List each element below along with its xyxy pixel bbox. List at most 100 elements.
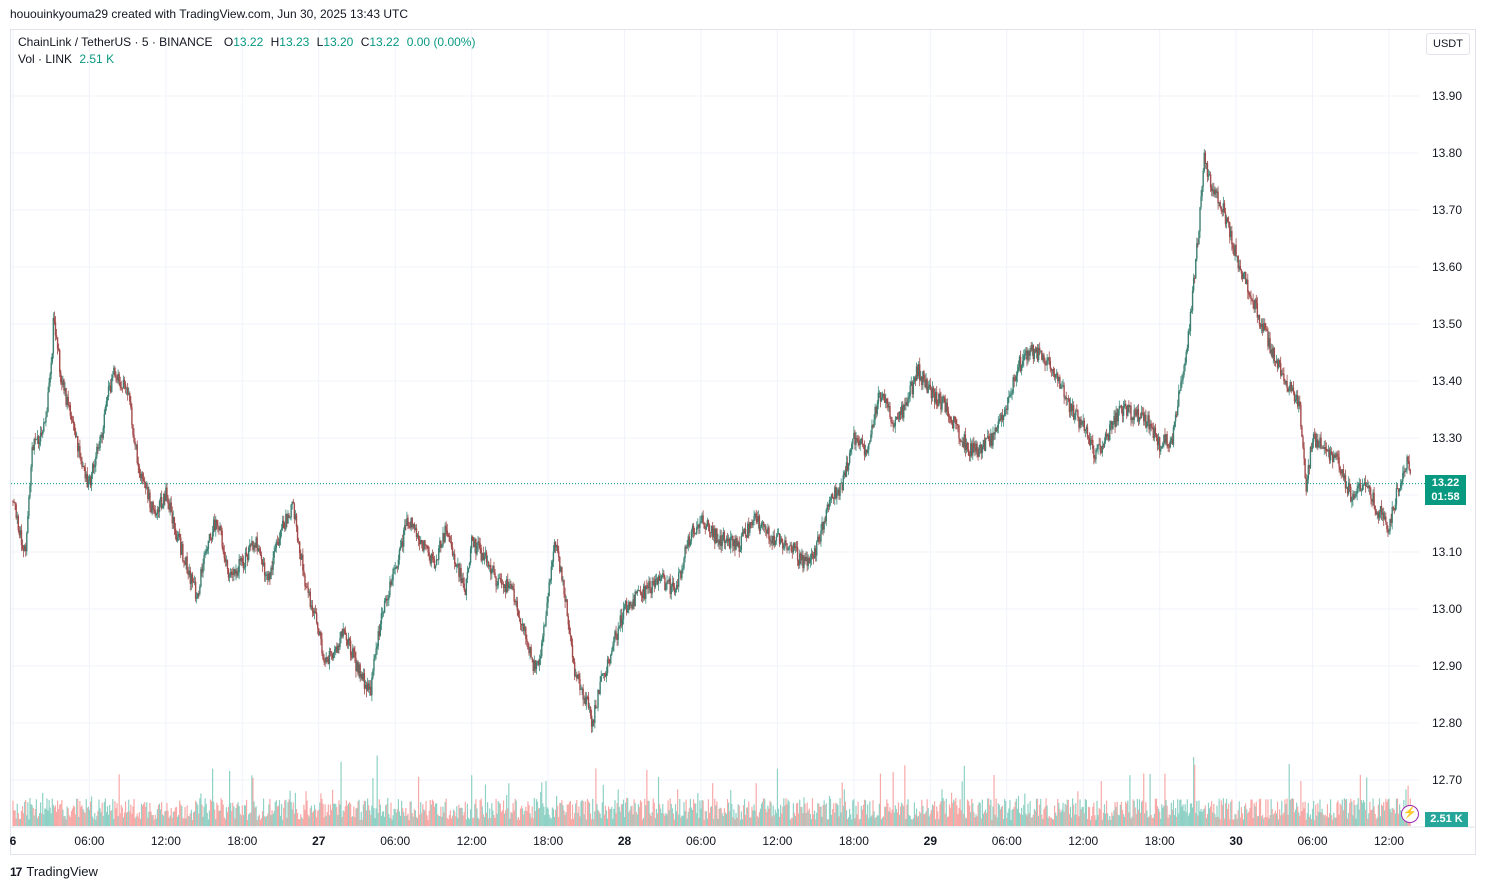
volume-bar	[622, 799, 625, 826]
candle-body	[70, 415, 73, 420]
currency-button[interactable]: USDT	[1426, 33, 1470, 55]
candle-body	[115, 376, 117, 378]
candle-body	[1162, 443, 1164, 447]
tradingview-logo[interactable]: 17 TradingView	[10, 864, 98, 879]
volume-bar	[940, 801, 942, 826]
candle-body	[835, 487, 837, 499]
volume-bar	[765, 808, 767, 826]
candle-body	[1378, 511, 1381, 518]
volume-bar	[616, 802, 618, 826]
candle-body	[654, 579, 657, 587]
volume-bar	[872, 800, 874, 826]
volume-bar	[308, 816, 310, 826]
volume-bar	[207, 819, 209, 826]
candle-body	[429, 555, 431, 564]
candle-body	[817, 536, 819, 542]
candle-body	[801, 554, 803, 561]
volume-bar	[1006, 818, 1008, 826]
candle-body	[650, 588, 652, 594]
candle-body	[1332, 454, 1334, 463]
candle-body	[278, 539, 281, 546]
candle-body	[338, 645, 340, 648]
candle-body	[708, 525, 711, 533]
volume-bar	[403, 811, 405, 826]
candle-body	[55, 335, 58, 338]
candle-body	[596, 707, 598, 709]
candle-body	[222, 546, 224, 552]
candle-body	[214, 519, 216, 531]
candle-body	[1256, 303, 1259, 318]
volume-bar	[582, 801, 584, 826]
candle-body	[430, 554, 433, 564]
volume-bar	[852, 800, 854, 826]
candle-body	[1224, 212, 1227, 224]
volume-bar	[969, 805, 971, 826]
candle-body	[541, 642, 543, 657]
volume-bar	[719, 807, 721, 826]
candle-body	[1398, 488, 1401, 492]
volume-bar	[517, 817, 519, 826]
volume-bar	[945, 798, 947, 826]
volume-bar	[1195, 812, 1197, 826]
candle-body	[335, 646, 337, 650]
volume-bar	[1072, 798, 1074, 826]
candle-body	[1152, 427, 1154, 438]
candle-body	[63, 379, 65, 391]
candle-body	[780, 538, 783, 543]
candle-body	[1236, 255, 1238, 257]
volume-bar	[701, 800, 703, 826]
volume-bar	[677, 789, 679, 826]
candle-body	[13, 502, 15, 503]
volume-bar	[705, 811, 707, 826]
volume-bar	[514, 798, 516, 826]
candle-body	[1276, 360, 1279, 368]
volume-bar	[874, 818, 876, 826]
candle-body	[519, 618, 522, 624]
volume-bar	[851, 819, 853, 826]
volume-bar	[807, 810, 809, 826]
candle-body	[1158, 437, 1161, 452]
volume-bar	[543, 806, 545, 826]
volume-bar	[1094, 815, 1096, 826]
volume-bar	[998, 804, 1000, 826]
volume-bar	[498, 802, 500, 826]
candle-body	[197, 593, 199, 598]
volume-bar	[584, 801, 586, 826]
volume-bar	[1206, 814, 1209, 826]
candle-body	[342, 629, 344, 637]
volume-bar	[255, 806, 257, 826]
volume-bar	[50, 813, 52, 826]
candle-body	[1343, 475, 1346, 479]
volume-bar	[471, 775, 473, 826]
candle-body	[188, 570, 190, 575]
candle-body	[530, 646, 532, 658]
volume-bar	[868, 818, 870, 826]
candle-body	[856, 438, 858, 439]
candle-body	[883, 394, 886, 403]
volume-bar	[585, 819, 587, 826]
candle-body	[1079, 419, 1081, 428]
volume-bar	[912, 818, 914, 826]
volume-bar	[1131, 816, 1133, 826]
lightning-icon[interactable]: ⚡	[1401, 805, 1419, 823]
candle-body	[1266, 329, 1268, 332]
candle-body	[771, 540, 773, 544]
candle-body	[409, 527, 411, 528]
candle-body	[764, 525, 766, 527]
candle-body	[714, 528, 716, 544]
volume-bar	[1000, 806, 1003, 826]
volume-bar	[747, 807, 749, 826]
candle-body	[1124, 403, 1127, 406]
volume-bar	[1186, 799, 1188, 826]
volume-bar	[961, 781, 963, 826]
volume-bar	[412, 816, 414, 826]
volume-bar	[990, 799, 992, 826]
open-label: O	[223, 35, 234, 49]
volume-bar	[636, 814, 638, 826]
candle-body	[78, 446, 80, 452]
volume-bar	[142, 803, 145, 826]
volume-bar	[795, 803, 798, 826]
volume-bar	[1125, 801, 1127, 826]
candle-body	[639, 590, 642, 593]
